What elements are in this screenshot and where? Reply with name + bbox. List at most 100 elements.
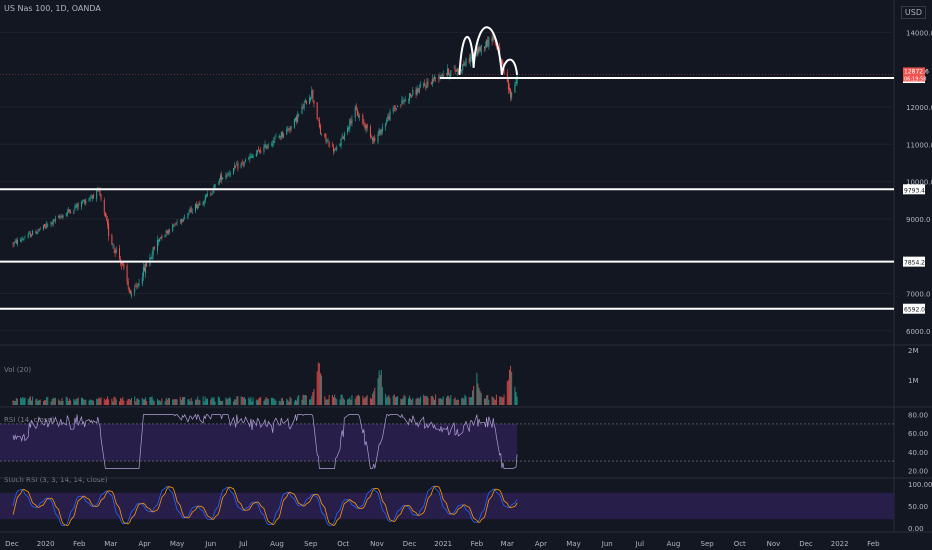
- volume-bar: [52, 397, 54, 405]
- volume-bar: [76, 398, 78, 405]
- volume-bar: [502, 397, 504, 405]
- candle: [297, 111, 299, 123]
- volume-bar: [355, 396, 357, 405]
- volume-bar: [135, 401, 137, 405]
- stoch-d-line: [12, 485, 518, 527]
- volume-bar: [312, 392, 314, 405]
- candle: [251, 153, 253, 158]
- candle: [286, 126, 288, 136]
- candle: [387, 113, 389, 122]
- candle: [274, 135, 276, 144]
- currency-label[interactable]: USD: [900, 6, 926, 19]
- candle: [389, 108, 391, 122]
- volume-bar: [160, 401, 162, 405]
- candle: [264, 140, 266, 148]
- candle: [229, 171, 231, 178]
- volume-bar: [309, 399, 311, 405]
- candle: [197, 203, 199, 210]
- volume-bar: [112, 401, 114, 405]
- candle: [137, 283, 139, 289]
- volume-bar: [84, 399, 86, 405]
- volume-bar: [369, 397, 371, 405]
- candle: [302, 104, 304, 109]
- candle: [75, 203, 77, 208]
- candle: [37, 228, 39, 234]
- time-tick-label: Aug: [667, 540, 681, 548]
- candle: [243, 161, 245, 167]
- candle: [248, 156, 250, 161]
- volume-bar: [416, 397, 418, 405]
- volume-bar: [326, 399, 328, 405]
- candle: [234, 162, 236, 172]
- volume-bar: [137, 398, 139, 405]
- candle: [70, 209, 72, 214]
- time-tick-label: Jun: [204, 540, 216, 548]
- candle: [244, 157, 246, 163]
- candle: [136, 282, 138, 290]
- volume-bar: [492, 397, 494, 405]
- volume-bar: [511, 371, 513, 405]
- volume-bar: [251, 401, 253, 405]
- volume-bar: [91, 400, 93, 405]
- candle: [160, 236, 162, 240]
- volume-bar: [342, 398, 344, 405]
- candle: [407, 98, 409, 104]
- volume-bar: [275, 400, 277, 405]
- candle: [237, 160, 239, 172]
- price-tick-label: 9000.0: [906, 216, 931, 224]
- candle: [24, 235, 26, 239]
- candle: [190, 206, 192, 214]
- candle: [362, 113, 364, 126]
- time-tick-label: Jul: [635, 540, 645, 548]
- time-tick-label: Feb: [73, 540, 86, 548]
- candle: [143, 263, 145, 272]
- candle: [514, 81, 516, 94]
- time-tick-label: Feb: [471, 540, 484, 548]
- volume-bar: [365, 396, 367, 405]
- volume-bar: [453, 398, 455, 405]
- candle: [151, 250, 153, 261]
- candle: [252, 154, 254, 159]
- candle: [432, 77, 434, 83]
- candle: [15, 238, 17, 245]
- volume-bar: [176, 399, 178, 405]
- candle: [176, 219, 178, 226]
- volume-bar: [274, 399, 276, 405]
- volume-title: Vol (20): [4, 366, 32, 374]
- candle: [21, 236, 23, 243]
- volume-bar: [235, 399, 237, 405]
- candle: [409, 92, 411, 105]
- candle: [174, 223, 176, 228]
- candle: [303, 100, 305, 111]
- time-tick-label: Feb: [867, 540, 880, 548]
- stoch-k-line: [12, 485, 518, 527]
- volume-bar: [267, 398, 269, 405]
- candle: [115, 246, 117, 254]
- volume-bar: [516, 396, 518, 405]
- candle: [456, 67, 458, 76]
- volume-bar: [440, 398, 442, 405]
- volume-bar: [402, 397, 404, 405]
- candle: [28, 231, 30, 234]
- candle: [228, 170, 230, 177]
- candle: [135, 283, 137, 288]
- candle: [45, 223, 47, 230]
- volume-bar: [58, 399, 60, 405]
- volume-bar: [325, 399, 327, 405]
- candle: [273, 137, 275, 147]
- candle: [77, 202, 79, 210]
- candle: [104, 212, 106, 218]
- volume-bar: [175, 399, 177, 405]
- candle: [343, 131, 345, 142]
- volume-bar: [439, 398, 441, 405]
- volume-bar: [290, 398, 292, 405]
- volume-bar: [450, 395, 452, 405]
- candle: [123, 262, 125, 271]
- candle: [410, 93, 412, 99]
- candle: [287, 126, 289, 132]
- candle: [304, 98, 306, 103]
- candle: [355, 103, 357, 111]
- volume-bar: [233, 401, 235, 405]
- candle: [99, 186, 101, 196]
